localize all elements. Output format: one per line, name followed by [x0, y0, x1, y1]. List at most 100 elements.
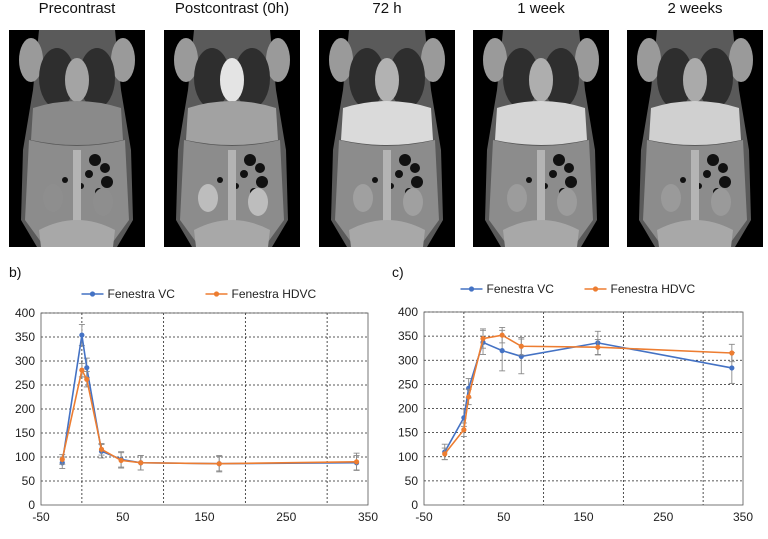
- spine: [73, 150, 81, 242]
- right-shoulder: [111, 38, 135, 82]
- right-shoulder: [421, 38, 445, 82]
- right-lung: [79, 48, 115, 108]
- panel-title-1-week: 1 week: [517, 0, 565, 17]
- bowel-gas: [256, 176, 268, 188]
- x-tick-label: 150: [573, 510, 593, 524]
- bowel-gas: [707, 154, 719, 166]
- bowel-gas: [680, 177, 686, 183]
- y-tick-label: 150: [15, 426, 35, 440]
- ct-scan-72h: [319, 30, 455, 247]
- y-tick-label: 400: [398, 305, 418, 319]
- data-point-fenestra-hdvc: [79, 367, 85, 373]
- left-shoulder: [174, 38, 198, 82]
- bowel-gas: [526, 177, 532, 183]
- right-shoulder: [266, 38, 290, 82]
- legend-marker-fenestra-hdvc: [592, 286, 599, 292]
- y-tick-label: 200: [398, 402, 418, 416]
- x-tick-label: 350: [358, 510, 378, 524]
- bowel-gas: [410, 163, 420, 173]
- y-tick-label: 50: [405, 474, 419, 488]
- x-tick-label: 150: [194, 510, 214, 524]
- series-line-fenestra-vc: [444, 341, 732, 453]
- right-kidney: [711, 188, 731, 216]
- y-tick-label: 0: [28, 498, 35, 512]
- legend-label-fenestra-vc: Fenestra VC: [108, 287, 176, 301]
- left-kidney: [661, 184, 681, 212]
- bowel-gas: [255, 163, 265, 173]
- liver: [186, 101, 278, 145]
- bowel-gas: [372, 177, 378, 183]
- left-lung: [503, 48, 539, 108]
- right-kidney: [557, 188, 577, 216]
- chart-c-label: c): [392, 264, 404, 280]
- heart: [375, 58, 399, 102]
- legend-marker-fenestra-hdvc: [213, 291, 220, 297]
- spine: [383, 150, 391, 242]
- y-tick-label: 250: [398, 377, 418, 391]
- left-lung: [349, 48, 385, 108]
- y-tick-label: 100: [398, 450, 418, 464]
- pelvis: [657, 220, 733, 247]
- pelvis: [39, 220, 115, 247]
- x-tick-label: -50: [415, 510, 433, 524]
- bowel-gas: [399, 154, 411, 166]
- x-tick-label: 50: [497, 510, 511, 524]
- right-shoulder: [575, 38, 599, 82]
- left-shoulder: [329, 38, 353, 82]
- x-tick-label: 250: [653, 510, 673, 524]
- ct-scan-precontrast: [9, 30, 145, 247]
- bowel-gas: [100, 163, 110, 173]
- bowel-gas: [719, 176, 731, 188]
- left-lung: [194, 48, 230, 108]
- pelvis: [503, 220, 579, 247]
- bowel-gas: [244, 154, 256, 166]
- data-point-fenestra-vc: [499, 348, 505, 354]
- bowel-gas: [718, 163, 728, 173]
- pelvis: [349, 220, 425, 247]
- data-point-fenestra-hdvc: [98, 446, 105, 452]
- legend-label-fenestra-hdvc: Fenestra HDVC: [232, 287, 317, 301]
- panel-title-postcontrast: Postcontrast (0h): [174, 0, 290, 17]
- left-shoulder: [637, 38, 661, 82]
- liver: [495, 101, 587, 145]
- data-point-fenestra-hdvc: [216, 461, 222, 467]
- data-point-fenestra-vc: [79, 332, 85, 338]
- left-shoulder: [19, 38, 43, 82]
- panel-title-2-weeks: 2 weeks: [667, 0, 723, 17]
- left-shoulder: [483, 38, 507, 82]
- y-tick-label: 50: [22, 474, 36, 488]
- data-point-fenestra-vc: [729, 365, 735, 371]
- data-point-fenestra-hdvc: [499, 332, 505, 338]
- data-point-fenestra-hdvc: [118, 457, 124, 463]
- plot-frame: [423, 311, 744, 506]
- y-tick-label: 350: [15, 330, 35, 344]
- y-tick-label: 0: [411, 498, 418, 512]
- right-kidney: [248, 188, 268, 216]
- y-tick-label: 300: [398, 353, 418, 367]
- y-tick-label: 350: [398, 329, 418, 343]
- series-line-fenestra-hdvc: [444, 334, 732, 455]
- data-point-fenestra-hdvc: [442, 451, 448, 457]
- bowel-gas: [101, 176, 113, 188]
- heart: [529, 58, 553, 102]
- bowel-gas: [240, 170, 248, 178]
- y-tick-label: 300: [15, 354, 35, 368]
- data-point-fenestra-hdvc: [595, 344, 601, 350]
- y-tick-label: 100: [15, 450, 35, 464]
- heart: [683, 58, 707, 102]
- line-chart-b: 0 50 100 150 200 250 300 350 400 -50 50 150 250 350 Fe…: [15, 287, 378, 524]
- ct-scan-postcontrast: [164, 30, 300, 247]
- spine: [228, 150, 236, 242]
- right-shoulder: [729, 38, 753, 82]
- x-tick-label: 250: [276, 510, 296, 524]
- bowel-gas: [565, 176, 577, 188]
- heart: [220, 58, 244, 102]
- bowel-gas: [395, 170, 403, 178]
- left-kidney: [198, 184, 218, 212]
- bowel-gas: [549, 170, 557, 178]
- bowel-gas: [553, 154, 565, 166]
- y-tick-label: 200: [15, 402, 35, 416]
- x-tick-label: 50: [116, 510, 130, 524]
- panel-title-72h: 72 h: [372, 0, 402, 17]
